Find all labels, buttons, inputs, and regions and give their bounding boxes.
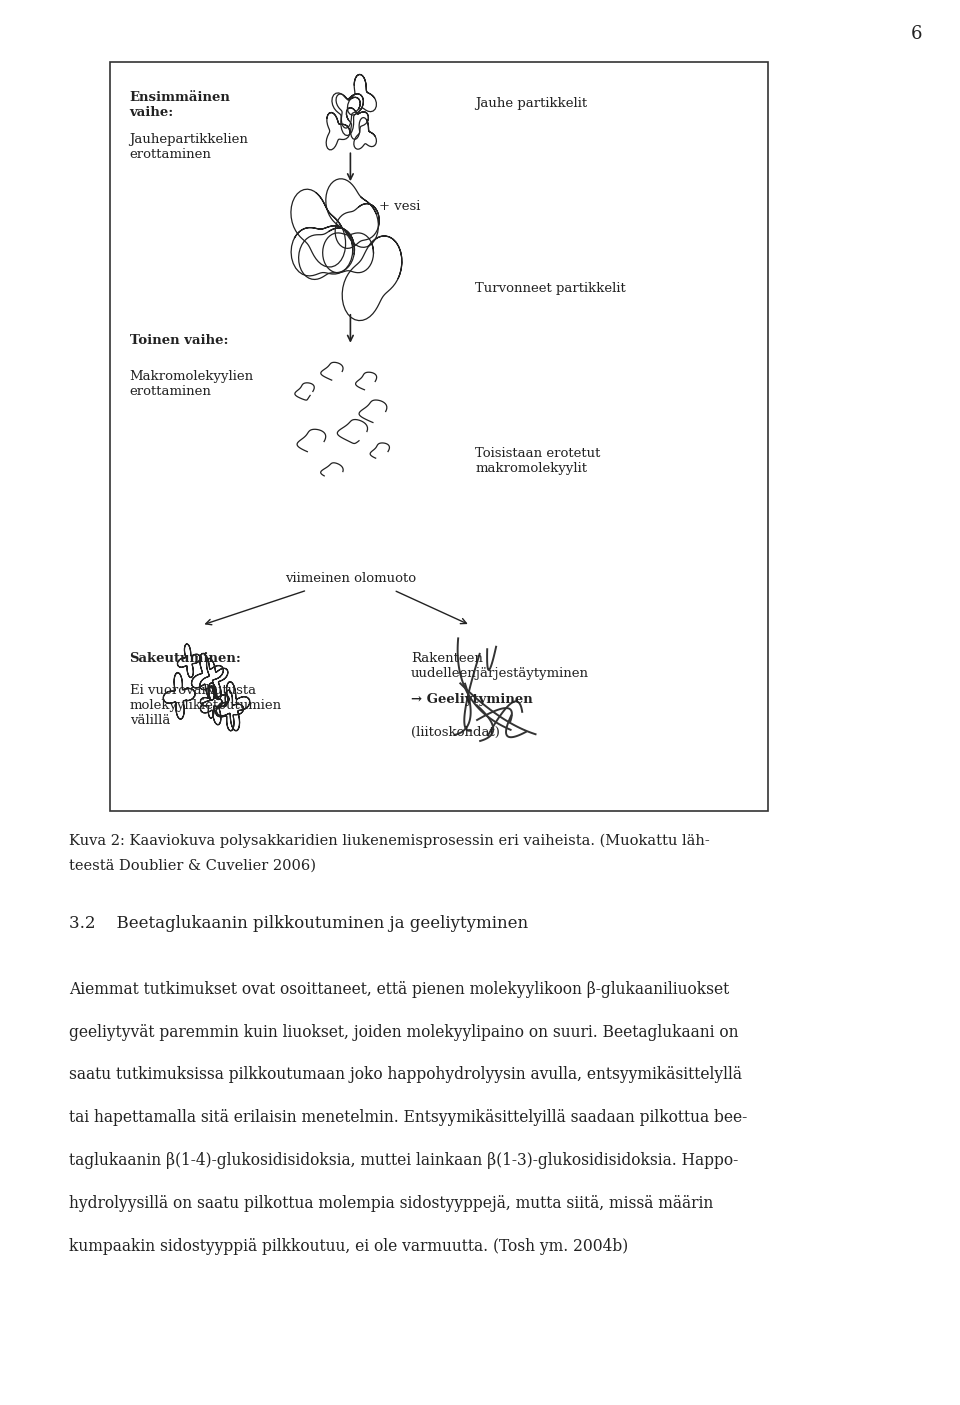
Text: Ei vuorovaikutusta
molekyylikietoutumien
välillä: Ei vuorovaikutusta molekyylikietoutumien… xyxy=(130,684,281,728)
Text: 6: 6 xyxy=(911,25,923,44)
Text: Toinen vaihe:: Toinen vaihe: xyxy=(130,334,228,347)
FancyBboxPatch shape xyxy=(110,62,768,811)
Text: taglukaanin β(1-4)-glukosidisidoksia, muttei lainkaan β(1-3)-glukosidisidoksia. : taglukaanin β(1-4)-glukosidisidoksia, mu… xyxy=(69,1152,738,1169)
Text: teestä Doublier & Cuvelier 2006): teestä Doublier & Cuvelier 2006) xyxy=(69,858,316,873)
Text: Sakeutuminen:: Sakeutuminen: xyxy=(130,652,242,665)
Text: saatu tutkimuksissa pilkkoutumaan joko happohydrolyysin avulla, entsyymikäsittel: saatu tutkimuksissa pilkkoutumaan joko h… xyxy=(69,1066,742,1083)
Text: Kuva 2: Kaaviokuva polysakkaridien liukenemisprosessin eri vaiheista. (Muokattu : Kuva 2: Kaaviokuva polysakkaridien liuke… xyxy=(69,833,709,847)
Text: 3.2    Beetaglukaanin pilkkoutuminen ja geeliytyminen: 3.2 Beetaglukaanin pilkkoutuminen ja gee… xyxy=(69,915,528,932)
Text: tai hapettamalla sitä erilaisin menetelmin. Entsyymikäsittelyillä saadaan pilkot: tai hapettamalla sitä erilaisin menetelm… xyxy=(69,1110,748,1127)
Text: Jauhepartikkelien
erottaminen: Jauhepartikkelien erottaminen xyxy=(130,132,249,160)
Text: kumpaakin sidostyyppiä pilkkoutuu, ei ole varmuutta. (Tosh ym. 2004b): kumpaakin sidostyyppiä pilkkoutuu, ei ol… xyxy=(69,1238,629,1255)
Text: Toisistaan erotetut
makromolekyylit: Toisistaan erotetut makromolekyylit xyxy=(475,447,601,475)
Text: Makromolekyylien
erottaminen: Makromolekyylien erottaminen xyxy=(130,370,253,398)
Text: Jauhe partikkelit: Jauhe partikkelit xyxy=(475,97,588,110)
Text: Ensimmäinen
vaihe:: Ensimmäinen vaihe: xyxy=(130,90,230,118)
Text: geeliytyvät paremmin kuin liuokset, joiden molekyylipaino on suuri. Beetaglukaan: geeliytyvät paremmin kuin liuokset, joid… xyxy=(69,1023,738,1041)
Text: Aiemmat tutkimukset ovat osoittaneet, että pienen molekyylikoon β-glukaaniliuoks: Aiemmat tutkimukset ovat osoittaneet, et… xyxy=(69,981,730,998)
Text: → Geeliytyminen: → Geeliytyminen xyxy=(411,693,533,705)
Text: (liitoskohdat): (liitoskohdat) xyxy=(411,726,500,739)
Text: hydrolyysillä on saatu pilkottua molempia sidostyyppejä, mutta siitä, missä määr: hydrolyysillä on saatu pilkottua molempi… xyxy=(69,1194,713,1213)
Text: + vesi: + vesi xyxy=(379,200,420,214)
Text: Rakenteen
uudelleenjärjestäytyminen: Rakenteen uudelleenjärjestäytyminen xyxy=(411,652,588,680)
Text: Turvonneet partikkelit: Turvonneet partikkelit xyxy=(475,281,626,295)
Text: viimeinen olomuoto: viimeinen olomuoto xyxy=(285,572,416,586)
